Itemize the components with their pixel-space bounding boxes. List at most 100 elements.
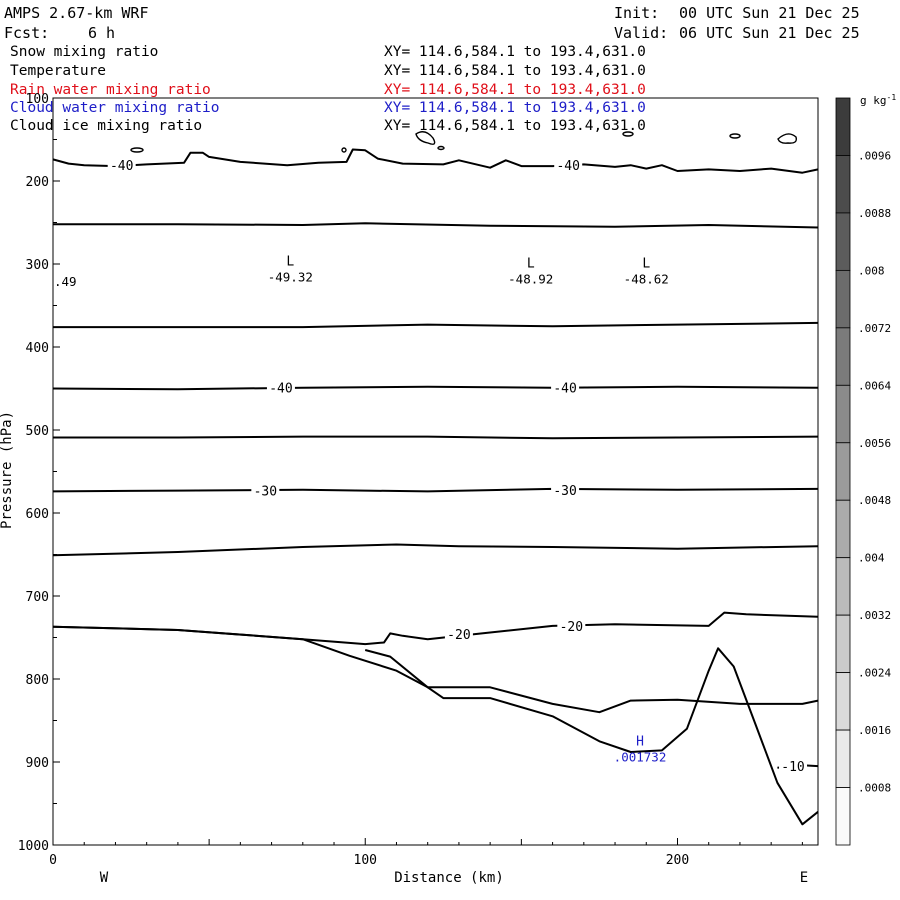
y-tick-label: 300 (26, 258, 49, 273)
terrain-line (52, 625, 819, 826)
colorbar-cell (835, 787, 851, 846)
extremum-symbol: L (286, 255, 294, 270)
contour-label-bg (551, 380, 580, 395)
plot-frame (52, 97, 819, 846)
field-xy-rain: XY= 114.6,584.1 to 193.4,631.0 (384, 82, 646, 98)
contour-label-bg (551, 482, 580, 497)
colorbar-cell (835, 729, 851, 788)
colorbar-level-label: .0064 (858, 379, 891, 392)
y-tick-label: 500 (26, 424, 49, 439)
forecast-label: Fcst: (4, 24, 50, 42)
contour-label-bg (251, 483, 280, 498)
temperature-contour (53, 222, 819, 229)
field-xy-cloud-ice: XY= 114.6,584.1 to 193.4,631.0 (384, 118, 646, 134)
temperature-contours (52, 148, 819, 769)
y-tick-label: 700 (26, 590, 49, 605)
colorbar-level-label: .0072 (858, 322, 891, 335)
y-axis-title: Pressure (hPa) (0, 411, 15, 529)
extremum-value: -49.32 (268, 270, 313, 285)
field-name-cloud-ice: Cloud ice mixing ratio (10, 118, 203, 134)
cloud-ice-blob (341, 147, 347, 153)
y-tick-label: 100 (26, 92, 49, 107)
colorbar-cell (835, 557, 851, 616)
y-tick-label: 400 (26, 341, 49, 356)
colorbar-cell (835, 212, 851, 271)
contour-label: -40 (556, 159, 579, 174)
x-axis-title: Distance (km) (394, 870, 504, 886)
colorbar-level-label: .008 (858, 264, 885, 277)
field-xy-cloud-water: XY= 114.6,584.1 to 193.4,631.0 (384, 100, 646, 116)
valid-label: Valid: (614, 24, 669, 42)
colorbar-level-label: .0088 (858, 207, 891, 220)
contour-label: -40 (269, 382, 292, 397)
colorbar-unit: g kg-1 (860, 93, 896, 107)
extremum-symbol: L (642, 256, 650, 271)
field-name-cloud-water: Cloud water mixing ratio (10, 100, 220, 116)
colorbar-unit-base: g kg (860, 94, 887, 107)
temperature-contour (364, 649, 819, 714)
x-tick-label: 200 (666, 853, 689, 868)
y-tick-label: 600 (26, 507, 49, 522)
colorbar-cell (835, 384, 851, 444)
field-xy-temperature: XY= 114.6,584.1 to 193.4,631.0 (384, 63, 646, 79)
edge-value-label: .49 (54, 274, 77, 289)
contour-label: -20 (447, 628, 470, 643)
temperature-contour (52, 543, 819, 557)
forecast-value: 6 h (88, 24, 116, 42)
valid-value: 06 UTC Sun 21 Dec 25 (679, 24, 860, 42)
colorbar-level-label: .0024 (858, 667, 891, 680)
temperature-contour (52, 385, 819, 391)
colorbar-cell (835, 327, 851, 386)
colorbar-cell (835, 614, 851, 674)
colorbar-level-label: .0032 (858, 609, 891, 622)
colorbar-level-label: .0056 (858, 437, 891, 450)
x-tick-label: 100 (354, 853, 377, 868)
extremum-value: -48.92 (508, 271, 553, 286)
contour-label: -30 (254, 485, 277, 500)
extremum-value: -48.62 (624, 271, 669, 286)
temperature-contour (53, 321, 819, 329)
contour-label: -40 (553, 382, 576, 397)
terrain-profile (52, 625, 819, 826)
init-value: 00 UTC Sun 21 Dec 25 (679, 4, 860, 22)
field-name-rain: Rain water mixing ratio (10, 82, 211, 98)
temperature-contour (52, 611, 819, 646)
colorbar-level-label: .0096 (858, 149, 891, 162)
field-name-temperature: Temperature (10, 63, 107, 79)
x-tick-label: 0 (49, 853, 57, 868)
cloud-ice-blob (130, 147, 144, 153)
contour-label-bg (107, 158, 136, 173)
temperature-contour (53, 435, 819, 440)
colorbar-cell (835, 442, 851, 501)
cloud-ice-blobs (130, 131, 798, 153)
contour-label-bg (444, 627, 473, 642)
field-xy-snow: XY= 114.6,584.1 to 193.4,631.0 (384, 44, 646, 60)
contour-label-bg (266, 380, 295, 395)
contour-label: -10 (781, 760, 804, 775)
colorbar-cell (835, 97, 851, 156)
y-tick-label: 900 (26, 756, 49, 771)
init-label: Init: (614, 4, 660, 22)
colorbar-level-label: .0008 (858, 782, 891, 795)
east-label: E (800, 870, 808, 886)
y-tick-label: 800 (26, 673, 49, 688)
extremum-value: .001732 (614, 749, 667, 764)
cloud-ice-blob (777, 133, 798, 144)
cloud-ice-blob (415, 131, 436, 145)
temperature-contour (52, 148, 819, 174)
cloud-ice-blob (622, 131, 634, 137)
colorbar-level-label: .0048 (858, 494, 891, 507)
colorbar: .0096 .0088 .008 .0072 .0064 .0056 .0048 .004 .0… (835, 97, 891, 846)
y-tick-label: 1000 (18, 839, 49, 854)
model-title: AMPS 2.67-km WRF (4, 4, 149, 22)
field-name-snow: Snow mixing ratio (10, 44, 159, 60)
contour-label: -30 (553, 484, 576, 499)
cloud-ice-blob (729, 133, 741, 139)
extremum-symbol: L (527, 256, 535, 271)
contour-labels: -40 -40 -40 -40 -30 -30 -20 -20 -10 (107, 158, 808, 775)
contour-label: -20 (560, 620, 583, 635)
temperature-contour (52, 487, 819, 493)
colorbar-cell (835, 499, 851, 559)
